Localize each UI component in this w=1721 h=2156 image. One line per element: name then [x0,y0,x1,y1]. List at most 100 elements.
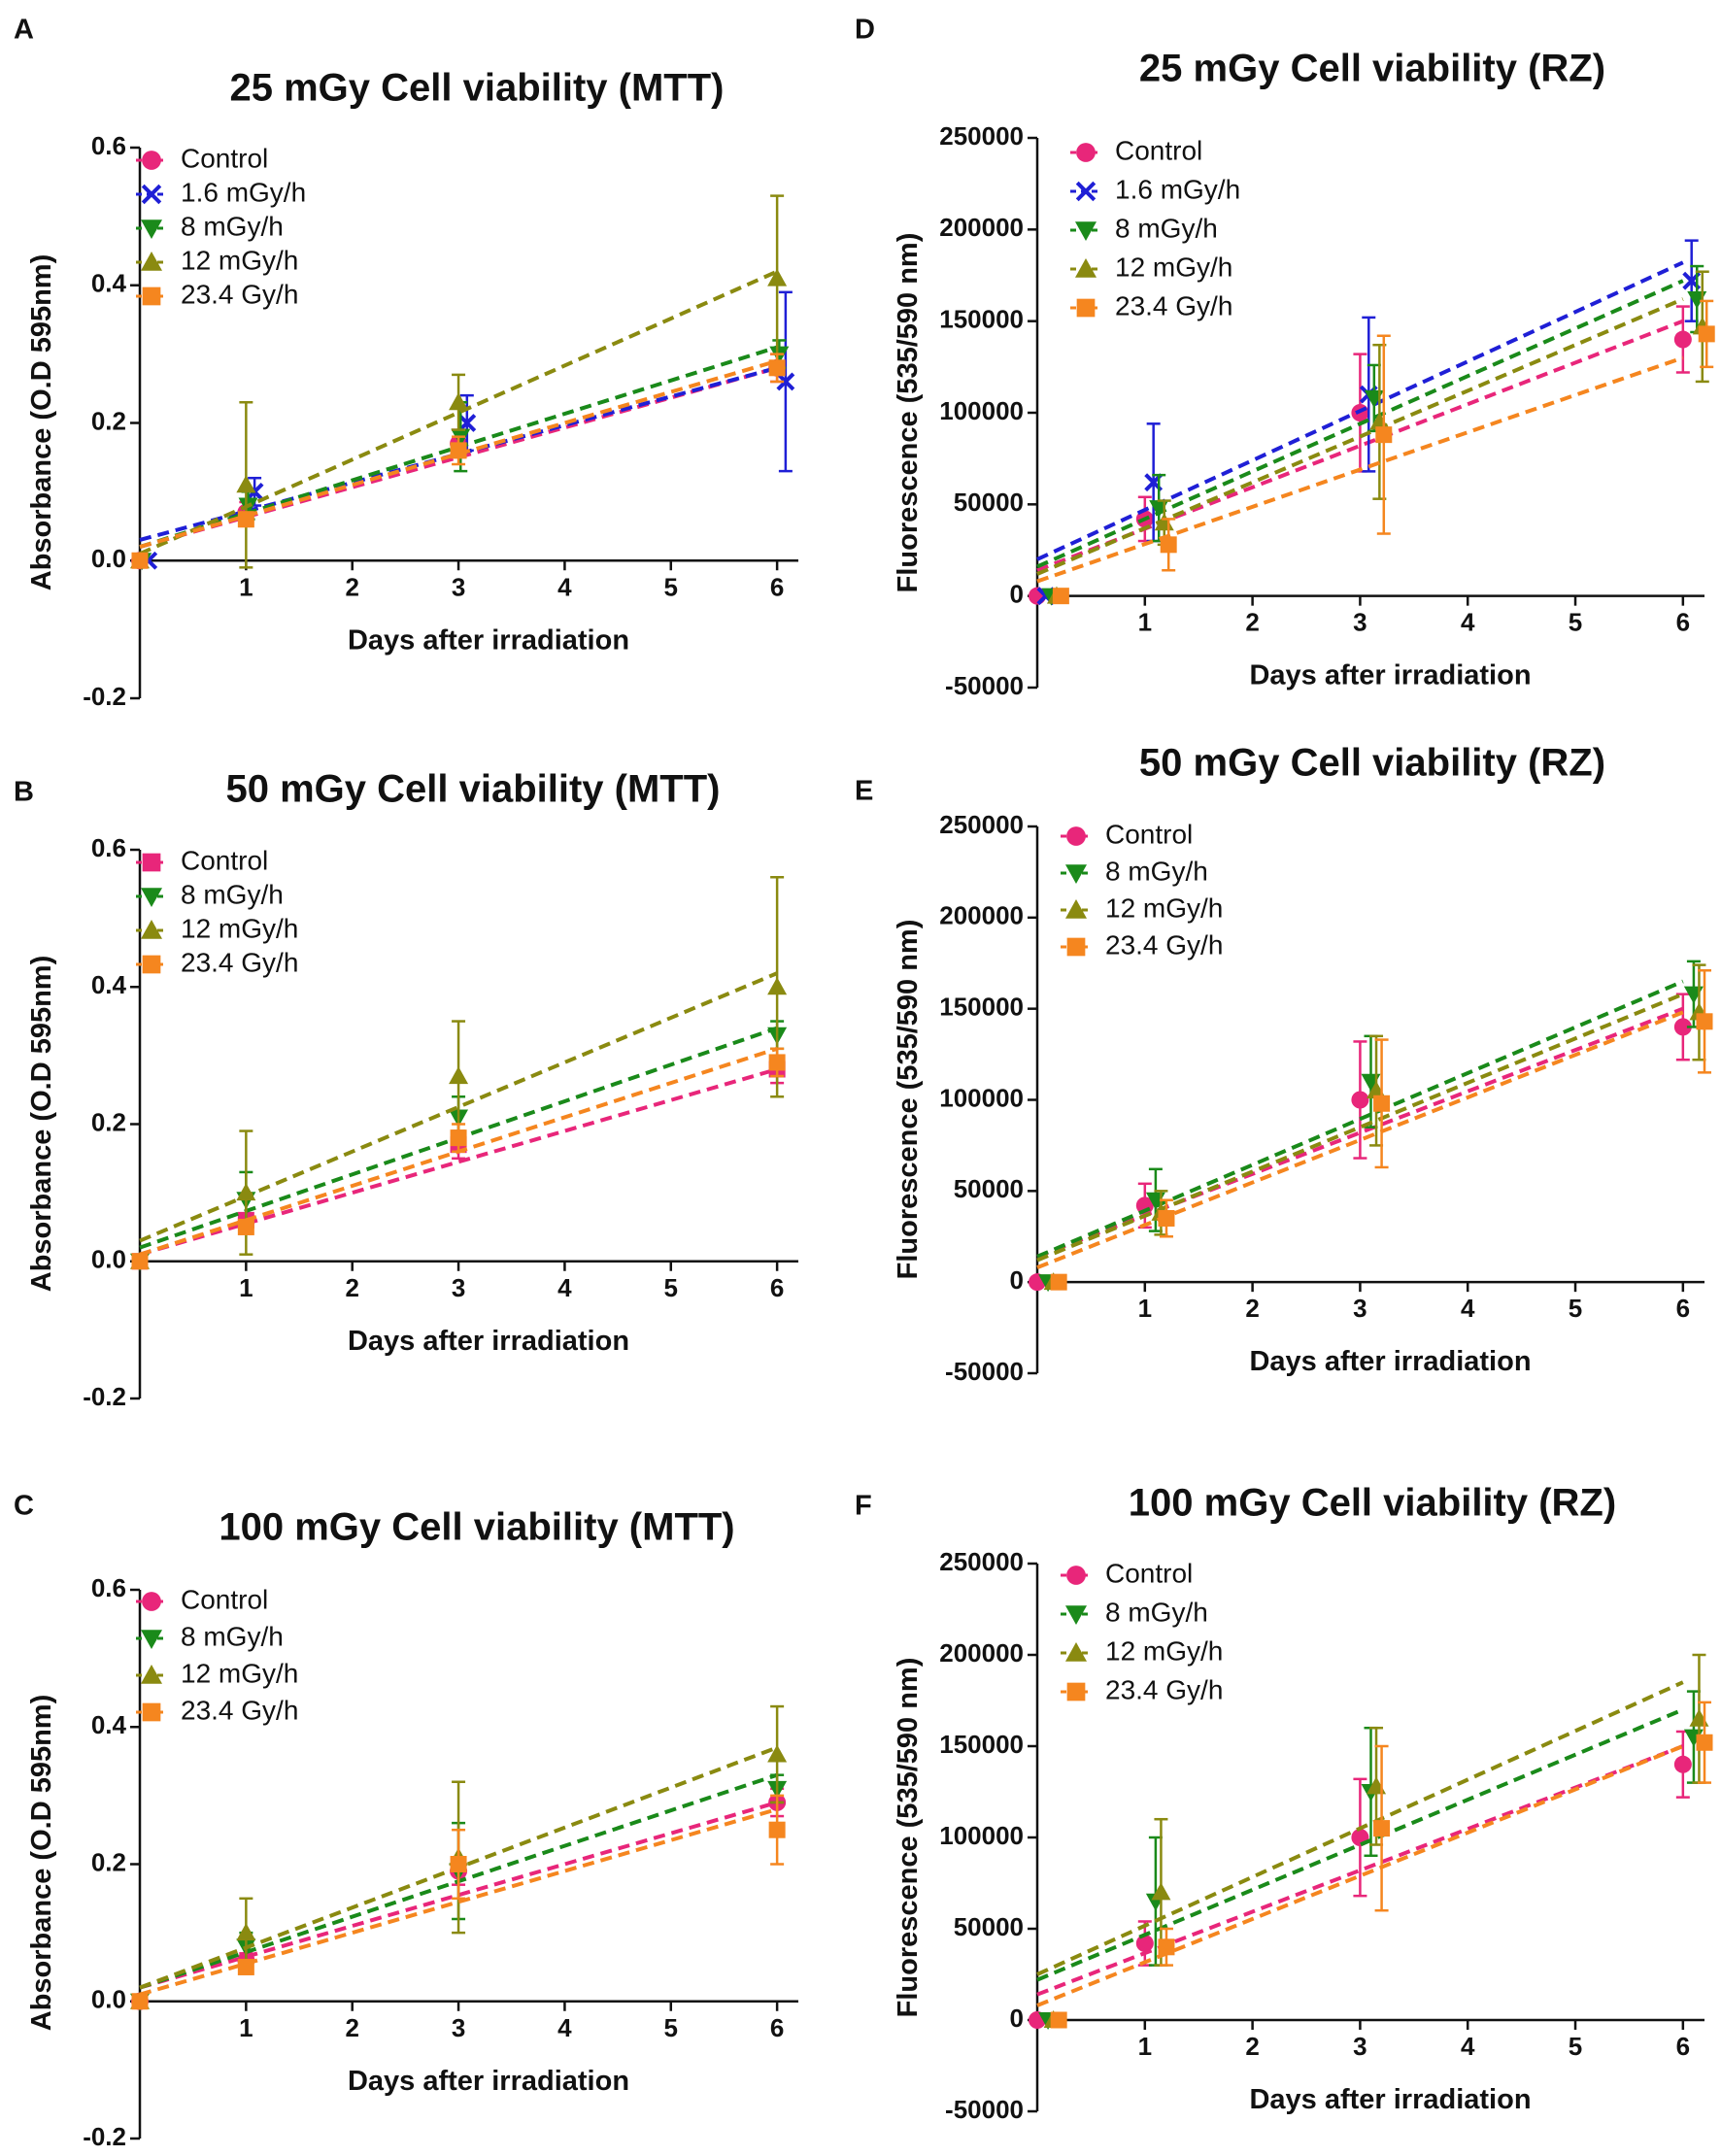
x-axis-title: Days after irradiation [1249,1346,1531,1377]
series-23-4-gy-h [1036,299,1715,605]
data-point [767,268,788,286]
data-point [1373,1095,1391,1112]
y-tick-label: 0.6 [91,131,126,160]
y-tick-label: 0.2 [91,1107,126,1136]
data-point [237,511,254,528]
x-axis-title: Days after irradiation [348,1326,629,1357]
chart-title: 100 mGy Cell viability (MTT) [219,1506,734,1549]
legend-marker [1075,258,1097,278]
x-tick-label: 2 [1245,1294,1259,1323]
data-point [131,1993,149,2010]
legend-label: 12 mGy/h [1105,1635,1223,1666]
y-axis-title: Absorbance (O.D 595nm) [26,1695,57,2031]
series-23-4-gy-h [131,1046,786,1270]
y-axis-title: Absorbance (O.D 595nm) [26,254,57,590]
data-point [1364,389,1384,408]
x-tick-label: 4 [1461,608,1475,637]
legend-marker [141,1630,162,1649]
x-tick-label: 1 [1138,608,1152,637]
data-point [768,359,786,377]
data-point [1351,1091,1369,1109]
data-point [767,977,788,995]
y-tick-label: 150000 [939,305,1024,334]
x-tick-label: 2 [345,1273,358,1302]
legend-label: 12 mGy/h [1105,893,1223,923]
data-point [1050,2011,1067,2029]
chart-title: 25 mGy Cell viability (MTT) [229,67,724,110]
data-point [237,1218,254,1235]
legend: Control 8 mGy/h 12 mGy/h 23.4 Gy/h [1061,1558,1223,1704]
x-tick-label: 4 [1461,1294,1475,1323]
panel-letter: C [14,1491,34,1522]
y-axis-title: Fluorescence (535/590 nm) [893,920,924,1280]
data-point [450,1129,467,1147]
legend-marker [142,1702,161,1722]
legend-marker [1065,1605,1087,1625]
chart-title: 25 mGy Cell viability (RZ) [1139,48,1605,90]
y-tick-label: 0 [1010,1265,1024,1295]
x-tick-label: 3 [452,572,465,601]
legend-label: Control [181,1584,268,1614]
x-tick-label: 4 [557,2013,572,2042]
legend-label: 12 mGy/h [181,245,298,275]
legend-marker [142,853,161,872]
legend-label: 12 mGy/h [181,913,298,943]
data-point [449,392,469,411]
x-tick-label: 6 [770,1273,784,1302]
panel-letter: E [855,776,873,807]
data-point [449,1066,469,1085]
legend-marker [1066,1566,1086,1585]
fit-line [1036,260,1684,561]
x-tick-label: 2 [1245,608,1259,637]
legend-label: Control [1105,819,1193,849]
y-tick-label: 0.2 [91,406,126,435]
panel-letter: B [14,777,34,808]
legend-marker [1075,221,1097,241]
y-tick-label: 200000 [939,1638,1024,1668]
y-tick-label: -50000 [945,671,1024,700]
x-tick-label: 2 [345,2013,358,2042]
x-tick-label: 5 [664,1273,678,1302]
y-tick-label: 50000 [954,1912,1024,1941]
legend: Control 1.6 mGy/h 8 mGy/h 12 mGy/h 23.4 Gy/h [136,143,306,309]
legend: Control 1.6 mGy/h 8 mGy/h 12 mGy/h 23.4 Gy/h [1070,135,1240,320]
data-point [236,475,256,493]
data-point [1050,1273,1067,1291]
y-tick-label: 0.6 [91,1573,126,1602]
data-point [1673,1755,1692,1773]
x-tick-label: 1 [239,2013,253,2042]
y-axis-title: Fluorescence (535/590 nm) [893,233,924,593]
y-tick-label: 50000 [954,1174,1024,1203]
legend-marker [142,151,161,170]
legend-label: 23.4 Gy/h [1105,1674,1223,1704]
y-tick-label: 150000 [939,993,1024,1022]
x-axis-title: Days after irradiation [348,2066,629,2097]
y-tick-label: 0.4 [91,269,127,298]
data-point [131,552,149,569]
data-point [1696,1013,1713,1030]
y-tick-label: 100000 [939,1821,1024,1850]
y-tick-label: 200000 [939,213,1024,242]
x-tick-label: 1 [1138,1294,1152,1323]
fit-line [1036,1010,1684,1270]
x-tick-label: 4 [557,572,572,601]
chart-title: 50 mGy Cell viability (RZ) [1139,742,1605,785]
data-point [1673,330,1692,349]
legend-marker [1066,826,1086,846]
x-tick-label: 2 [1245,2032,1259,2061]
legend-marker [141,252,162,271]
fit-line [1036,297,1684,576]
legend-label: 12 mGy/h [1115,252,1232,282]
y-tick-label: 0.0 [91,1985,126,2014]
y-tick-label: 0.0 [91,1245,126,1274]
legend-marker [141,1665,162,1684]
y-axis-title: Absorbance (O.D 595nm) [26,956,57,1292]
x-tick-label: 1 [239,572,253,601]
series-23-4-gy-h [1036,969,1713,1291]
legend-marker [1066,937,1086,957]
y-tick-label: 0.0 [91,544,126,573]
data-point [1375,426,1393,444]
x-tick-label: 5 [664,572,678,601]
data-point [1158,1209,1175,1227]
fit-line [1036,1744,1684,2007]
